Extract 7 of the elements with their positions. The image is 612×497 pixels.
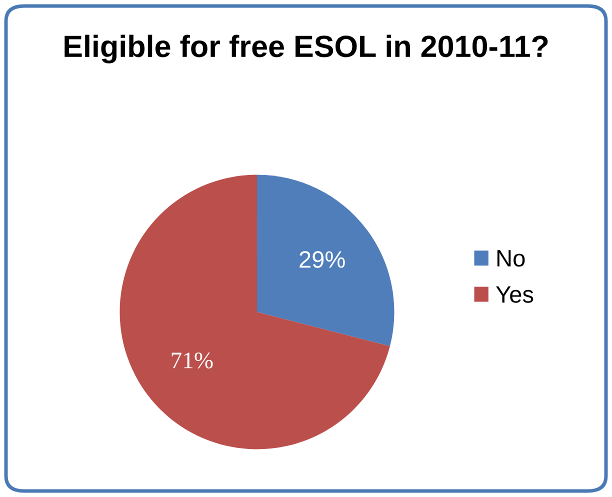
legend-label: No [497,250,525,267]
data-label: 71% [172,352,213,368]
chart-title: Eligible for free ESOL in 2010-11? [64,34,548,64]
pie-slice [257,174,394,346]
data-label: 29% [300,251,345,268]
pie-slice [120,174,390,450]
legend-label: Yes [496,286,534,303]
